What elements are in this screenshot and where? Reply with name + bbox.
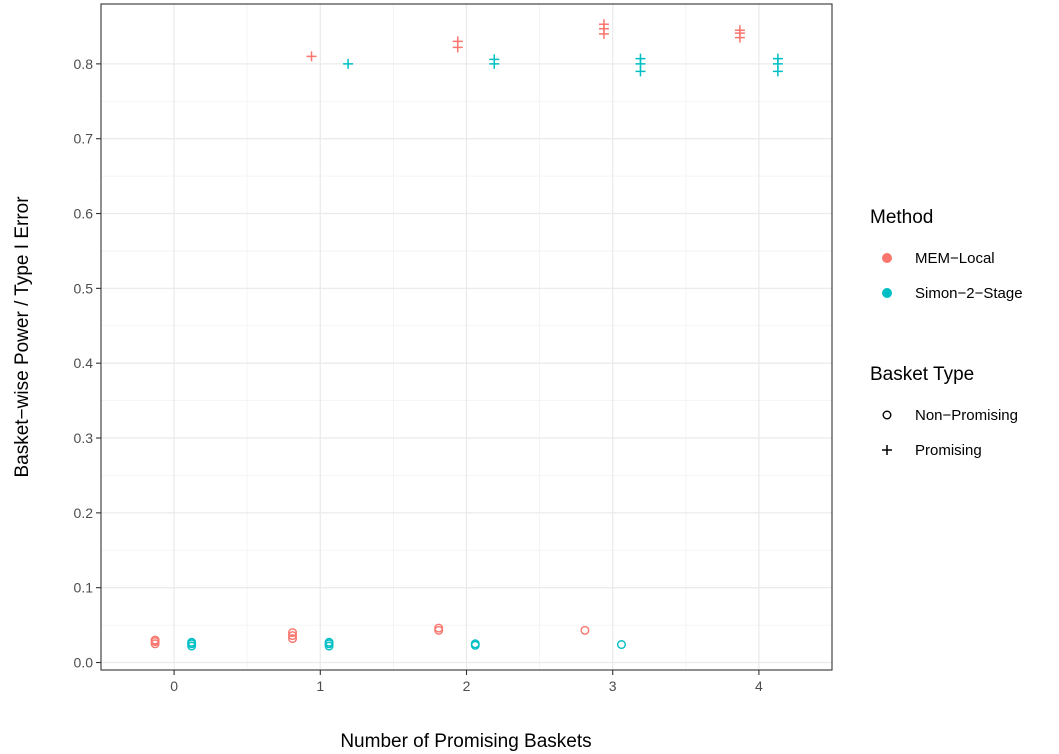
data-point bbox=[150, 635, 160, 645]
y-tick-label: 0.5 bbox=[74, 280, 94, 296]
data-point bbox=[288, 631, 298, 641]
data-point bbox=[734, 25, 745, 36]
x-axis-title: Number of Promising Baskets bbox=[340, 731, 591, 752]
y-tick-label: 0.2 bbox=[74, 505, 94, 521]
data-point bbox=[187, 637, 197, 647]
data-point bbox=[616, 640, 626, 650]
data-points bbox=[150, 19, 783, 651]
data-point bbox=[635, 53, 646, 64]
data-point bbox=[434, 623, 444, 633]
data-point bbox=[343, 58, 354, 69]
legend-label: Simon−2−Stage bbox=[915, 285, 1023, 302]
x-tick-label: 4 bbox=[755, 678, 763, 694]
data-point bbox=[470, 639, 480, 649]
data-point bbox=[288, 628, 298, 638]
legends: Method MEM−Local Simon−2−Stage Basket Type N… bbox=[870, 207, 1023, 459]
data-point bbox=[324, 637, 334, 647]
legend-key bbox=[882, 253, 892, 263]
data-point bbox=[489, 54, 500, 65]
data-point bbox=[580, 625, 590, 635]
x-tick-label: 1 bbox=[316, 678, 324, 694]
legend-key bbox=[882, 445, 892, 455]
y-tick-label: 0.0 bbox=[74, 655, 94, 671]
y-axis-title: Basket−wise Power / Type I Error bbox=[12, 196, 33, 478]
legend-label: Non−Promising bbox=[915, 407, 1018, 424]
y-tick-label: 0.7 bbox=[74, 131, 94, 147]
data-point bbox=[306, 51, 317, 62]
legend-title: Method bbox=[870, 207, 933, 228]
legend-label: Promising bbox=[915, 442, 982, 459]
data-point bbox=[452, 36, 463, 47]
x-tick-label: 2 bbox=[463, 678, 471, 694]
axes: 0 1 2 3 4 0.0 0.1 0.2 0.3 0.4 0.5 0.6 0.7 0.8 bbox=[74, 56, 763, 694]
data-point bbox=[772, 53, 783, 64]
grid bbox=[101, 4, 832, 670]
x-tick-label: 0 bbox=[170, 678, 178, 694]
legend-key bbox=[882, 288, 892, 298]
legend-key bbox=[882, 410, 892, 420]
y-tick-label: 0.3 bbox=[74, 430, 94, 446]
legend-title: Basket Type bbox=[870, 364, 974, 385]
y-tick-label: 0.6 bbox=[74, 206, 94, 222]
y-tick-label: 0.8 bbox=[74, 56, 94, 72]
legend-2: Basket Type Non−Promising Promising bbox=[870, 364, 1018, 459]
legend-label: MEM−Local bbox=[915, 250, 995, 267]
y-tick-label: 0.1 bbox=[74, 580, 94, 596]
y-tick-label: 0.4 bbox=[74, 355, 94, 371]
data-point bbox=[288, 634, 298, 644]
data-point bbox=[598, 19, 609, 30]
x-tick-label: 3 bbox=[609, 678, 617, 694]
legend-1: Method MEM−Local Simon−2−Stage bbox=[870, 207, 1023, 302]
